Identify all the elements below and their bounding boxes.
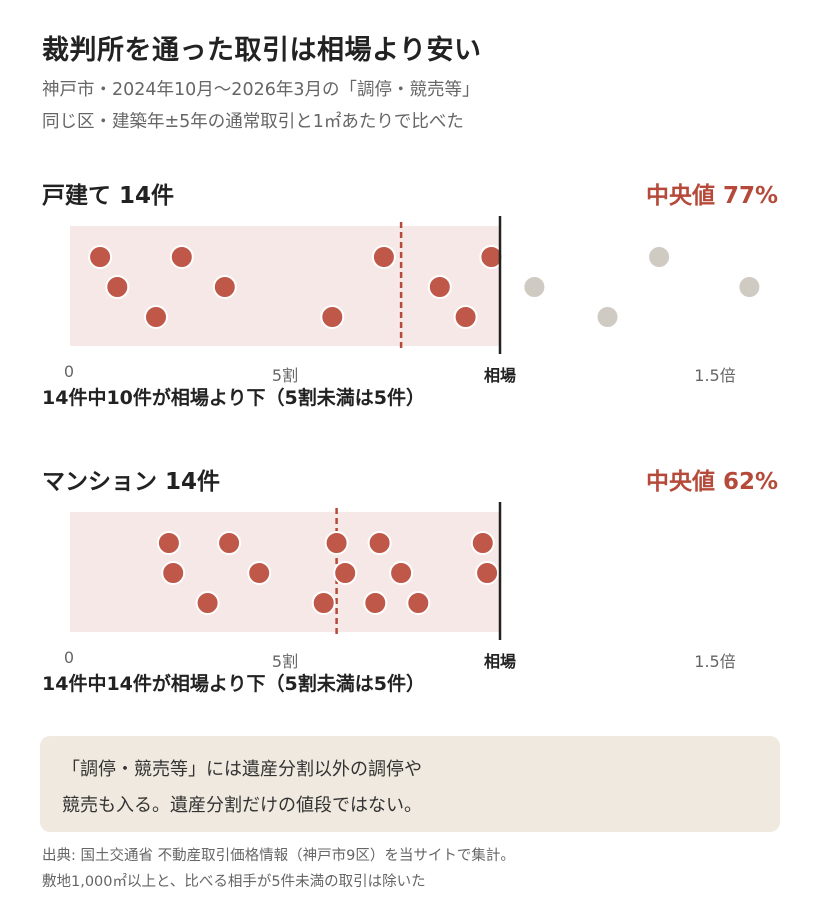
data-point-condos bbox=[195, 591, 220, 615]
data-point-condos bbox=[161, 561, 186, 585]
data-point-houses bbox=[647, 245, 672, 269]
summary-condos: 14件中14件が相場より下（5割未満は5件） bbox=[42, 673, 425, 695]
data-point-condos bbox=[475, 561, 500, 585]
data-point-condos bbox=[367, 531, 392, 555]
data-point-houses bbox=[105, 275, 130, 299]
panel-title-condos: マンション 14件 bbox=[42, 469, 221, 495]
summary-houses: 14件中10件が相場より下（5割未満は5件） bbox=[42, 387, 425, 409]
source-line-1: 出典: 国土交通省 不動産取引価格情報（神戸市9区）を当サイトで集計。 bbox=[42, 848, 515, 864]
subtitle: 神戸市・2024年10月〜2026年3月の「調停・競売等」 同じ区・建築年±5年… bbox=[42, 74, 479, 138]
note-box: 「調停・競売等」には遺産分割以外の調停や 競売も入る。遺産分割だけの値段ではない… bbox=[40, 736, 780, 832]
data-point-houses bbox=[595, 305, 620, 329]
data-point-houses bbox=[737, 275, 762, 299]
dot-plot-houses bbox=[70, 216, 762, 354]
data-point-condos bbox=[333, 561, 358, 585]
data-point-condos bbox=[470, 531, 495, 555]
tick-label-condos: 5割 bbox=[271, 652, 299, 671]
source-note: 出典: 国土交通省 不動産取引価格情報（神戸市9区）を当サイトで集計。 敷地1,… bbox=[42, 843, 515, 895]
median-label-houses: 中央値 77% bbox=[645, 183, 778, 209]
data-point-houses bbox=[212, 275, 237, 299]
data-point-houses bbox=[427, 275, 452, 299]
page-title: 裁判所を通った取引は相場より安い bbox=[42, 35, 482, 66]
tick-label-condos: 相場 bbox=[483, 652, 517, 671]
data-point-condos bbox=[389, 561, 414, 585]
tick-label-houses: 0 bbox=[63, 362, 75, 381]
data-point-condos bbox=[247, 561, 272, 585]
data-point-condos bbox=[324, 531, 349, 555]
data-point-condos bbox=[217, 531, 242, 555]
data-point-houses bbox=[479, 245, 504, 269]
source-line-2: 敷地1,000㎡以上と、比べる相手が5件未満の取引は除いた bbox=[42, 874, 426, 890]
tick-label-condos: 0 bbox=[63, 648, 75, 667]
data-point-houses bbox=[453, 305, 478, 329]
tick-label-condos: 1.5倍 bbox=[694, 652, 736, 671]
data-point-condos bbox=[363, 591, 388, 615]
subtitle-line-1: 神戸市・2024年10月〜2026年3月の「調停・競売等」 bbox=[42, 80, 480, 100]
below-market-band-condos bbox=[70, 512, 500, 632]
data-point-houses bbox=[320, 305, 345, 329]
tick-label-houses: 5割 bbox=[271, 366, 299, 385]
note-line-2: 競売も入る。遺産分割だけの値段ではない。 bbox=[62, 795, 422, 816]
tick-label-houses: 1.5倍 bbox=[694, 366, 736, 385]
data-point-houses bbox=[144, 305, 168, 329]
dot-plot-condos bbox=[70, 502, 502, 640]
median-label-condos: 中央値 62% bbox=[645, 469, 778, 495]
data-point-condos bbox=[156, 531, 181, 555]
data-point-houses bbox=[169, 245, 194, 269]
data-point-houses bbox=[522, 275, 547, 299]
data-point-condos bbox=[311, 591, 336, 615]
data-point-houses bbox=[88, 245, 113, 269]
tick-label-houses: 相場 bbox=[483, 366, 517, 385]
subtitle-line-2: 同じ区・建築年±5年の通常取引と1㎡あたりで比べた bbox=[42, 112, 464, 132]
note-line-1: 「調停・競売等」には遺産分割以外の調停や bbox=[62, 759, 422, 780]
data-point-condos bbox=[406, 591, 431, 615]
data-point-houses bbox=[371, 245, 396, 269]
panel-title-houses: 戸建て 14件 bbox=[42, 183, 175, 209]
